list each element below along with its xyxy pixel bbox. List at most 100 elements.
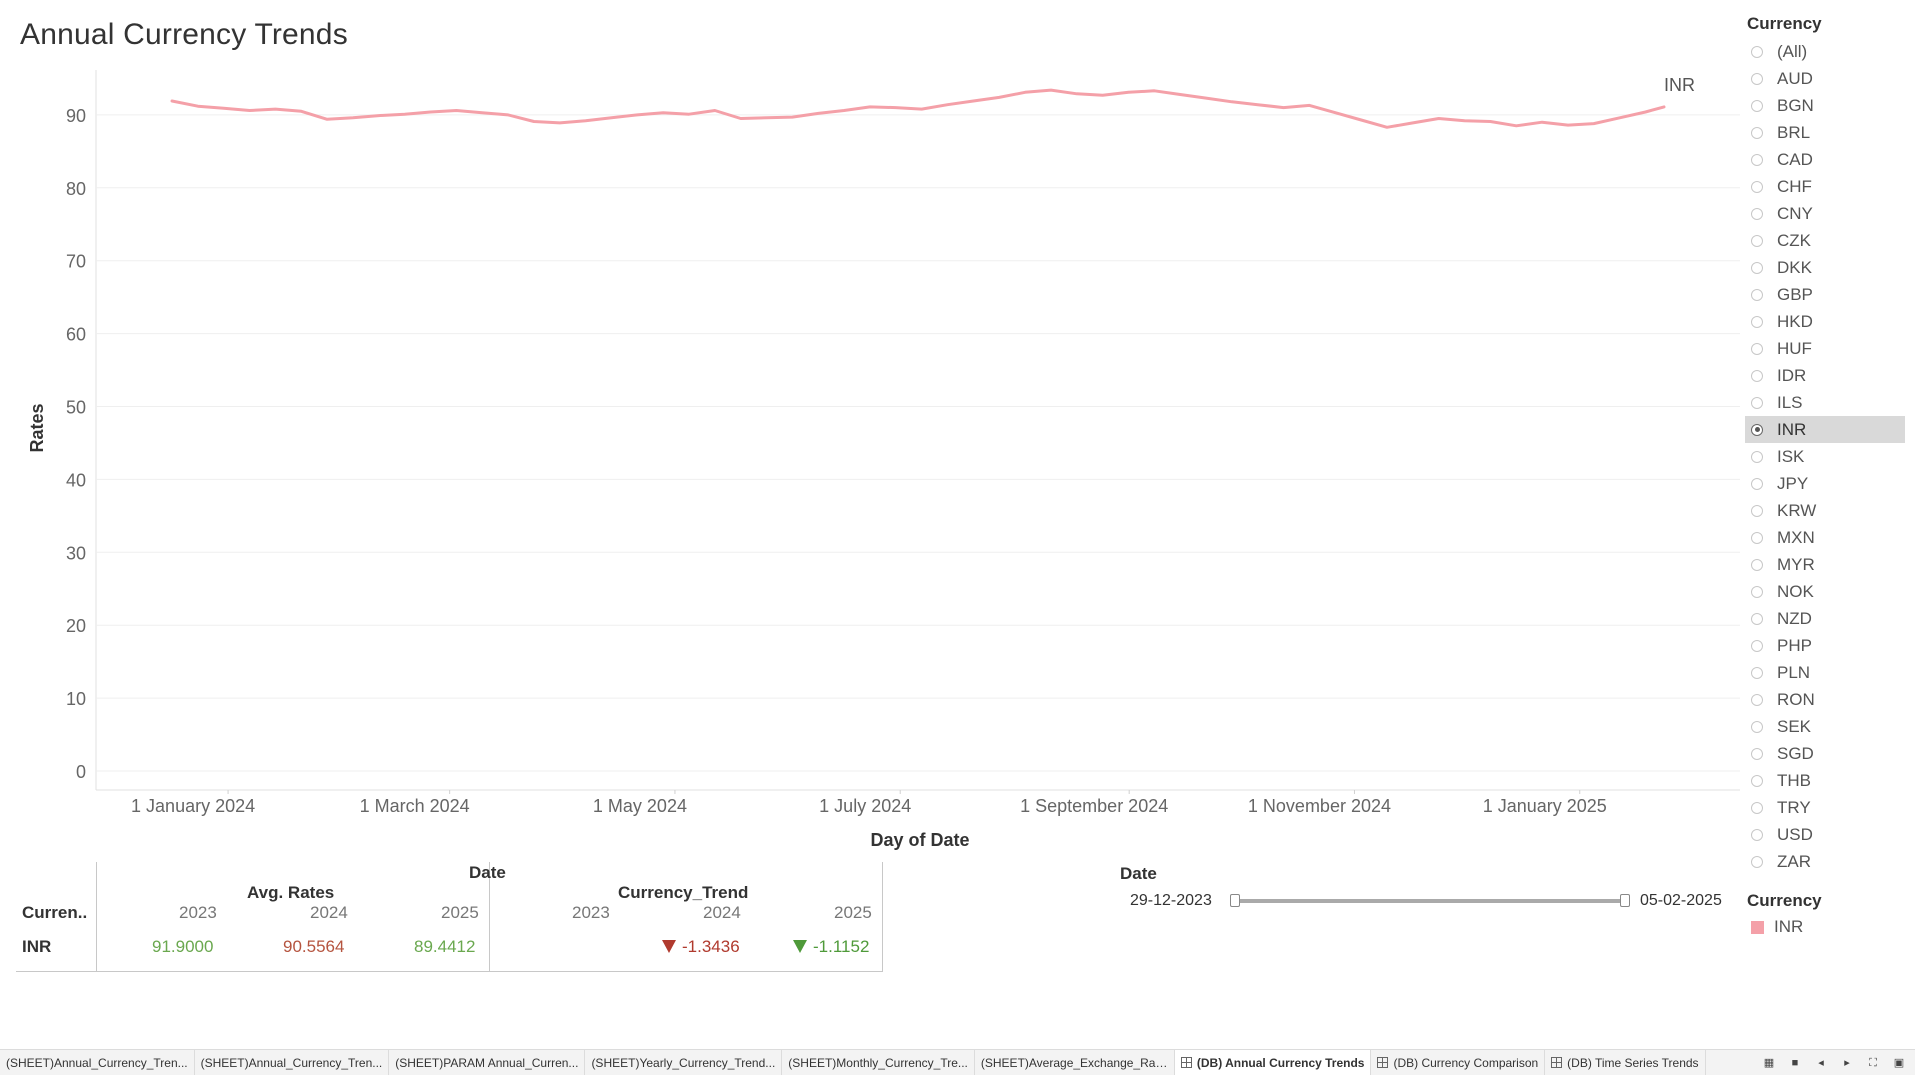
radio-button-icon[interactable] (1751, 369, 1763, 382)
data-point[interactable] (480, 111, 484, 115)
data-point[interactable] (1127, 90, 1131, 94)
data-point[interactable] (1256, 103, 1260, 107)
radio-button-icon[interactable] (1751, 720, 1763, 733)
data-point[interactable] (1359, 118, 1363, 122)
data-point[interactable] (299, 109, 303, 113)
data-point[interactable] (222, 106, 226, 110)
currency-option-bgn[interactable]: BGN (1745, 92, 1905, 119)
sheet-tab[interactable]: (SHEET)PARAM Annual_Curren... (389, 1049, 586, 1075)
next-tab-icon[interactable]: ▸ (1844, 1056, 1850, 1069)
previous-tab-icon[interactable]: ◂ (1818, 1056, 1824, 1069)
radio-button-icon[interactable] (1751, 180, 1763, 193)
avg-rate-cell[interactable]: 91.9000 (152, 937, 214, 956)
data-point[interactable] (1023, 90, 1027, 94)
radio-button-icon[interactable] (1751, 828, 1763, 841)
data-point[interactable] (429, 110, 433, 114)
currency-option-aud[interactable]: AUD (1745, 65, 1905, 92)
data-point[interactable] (868, 105, 872, 109)
radio-button-icon[interactable] (1751, 801, 1763, 814)
data-point[interactable] (765, 116, 769, 120)
currency-option-chf[interactable]: CHF (1745, 173, 1905, 200)
radio-button-icon[interactable] (1751, 423, 1763, 436)
date-slider-start-handle[interactable] (1230, 894, 1240, 907)
data-point[interactable] (1437, 117, 1441, 121)
date-start-value[interactable]: 29-12-2023 (1130, 892, 1212, 909)
radio-button-icon[interactable] (1751, 477, 1763, 490)
currency-option-ron[interactable]: RON (1745, 686, 1905, 713)
radio-button-icon[interactable] (1751, 855, 1763, 868)
data-point[interactable] (273, 107, 277, 111)
radio-button-icon[interactable] (1751, 207, 1763, 220)
data-point[interactable] (790, 115, 794, 119)
fullscreen-icon[interactable]: ⛶ (1869, 1056, 1877, 1069)
data-point[interactable] (1618, 116, 1622, 120)
line-chart[interactable]: 0 10 20 30 40 50 60 70 80 90 1 January 2024 1 March… (0, 60, 1740, 860)
show-sheet-sorter-icon[interactable]: ▦ (1763, 1056, 1775, 1069)
data-point[interactable] (920, 107, 924, 111)
radio-button-icon[interactable] (1751, 504, 1763, 517)
currency-option-pln[interactable]: PLN (1745, 659, 1905, 686)
data-point[interactable] (1049, 88, 1053, 92)
currency-option-krw[interactable]: KRW (1745, 497, 1905, 524)
data-point[interactable] (1644, 110, 1648, 114)
data-point[interactable] (377, 114, 381, 118)
radio-button-icon[interactable] (1751, 612, 1763, 625)
radio-button-icon[interactable] (1751, 45, 1763, 58)
data-point[interactable] (713, 109, 717, 113)
presentation-icon[interactable]: ▣ (1893, 1056, 1905, 1069)
currency-option-thb[interactable]: THB (1745, 767, 1905, 794)
sheet-tab[interactable]: (SHEET)Monthly_Currency_Tre... (782, 1049, 975, 1075)
data-point[interactable] (351, 116, 355, 120)
trend-cell[interactable]: -1.1152 (793, 937, 869, 957)
series-line-inr[interactable] (170, 88, 1666, 129)
currency-option-gbp[interactable]: GBP (1745, 281, 1905, 308)
currency-option-dkk[interactable]: DKK (1745, 254, 1905, 281)
avg-rate-cell[interactable]: 90.5564 (283, 937, 345, 956)
radio-button-icon[interactable] (1751, 450, 1763, 463)
data-point[interactable] (454, 109, 458, 113)
sheet-tab[interactable]: (DB) Annual Currency Trends (1174, 1049, 1372, 1075)
data-point[interactable] (971, 99, 975, 103)
data-point[interactable] (325, 117, 329, 121)
data-point[interactable] (1178, 93, 1182, 97)
radio-button-icon[interactable] (1751, 558, 1763, 571)
radio-button-icon[interactable] (1751, 342, 1763, 355)
radio-button-icon[interactable] (1751, 288, 1763, 301)
data-point[interactable] (1463, 119, 1467, 123)
sheet-tab[interactable]: (DB) Currency Comparison (1371, 1049, 1546, 1075)
currency-option-ils[interactable]: ILS (1745, 389, 1905, 416)
data-point[interactable] (1411, 121, 1415, 125)
currency-option-sgd[interactable]: SGD (1745, 740, 1905, 767)
sheet-tab[interactable]: (SHEET)Annual_Currency_Tren... (0, 1049, 195, 1075)
radio-button-icon[interactable] (1751, 315, 1763, 328)
radio-button-icon[interactable] (1751, 585, 1763, 598)
data-point[interactable] (894, 106, 898, 110)
legend-item-inr[interactable]: INR (1745, 917, 1822, 937)
currency-option-mxn[interactable]: MXN (1745, 524, 1905, 551)
data-point[interactable] (558, 121, 562, 125)
currency-option-cad[interactable]: CAD (1745, 146, 1905, 173)
currency-option-zar[interactable]: ZAR (1745, 848, 1905, 875)
data-point[interactable] (1230, 100, 1234, 104)
data-point[interactable] (1662, 105, 1666, 109)
data-point[interactable] (661, 111, 665, 115)
sheet-tab[interactable]: (SHEET)Average_Exchange_Rat... (975, 1049, 1175, 1075)
data-point[interactable] (1204, 96, 1208, 100)
radio-button-icon[interactable] (1751, 234, 1763, 247)
radio-button-icon[interactable] (1751, 99, 1763, 112)
sheet-tab[interactable]: (DB) Time Series Trends (1545, 1049, 1706, 1075)
data-point[interactable] (506, 113, 510, 117)
data-point[interactable] (1101, 93, 1105, 97)
data-point[interactable] (170, 99, 174, 103)
currency-option-sek[interactable]: SEK (1745, 713, 1905, 740)
currency-option-all[interactable]: (All) (1745, 38, 1905, 65)
data-point[interactable] (635, 113, 639, 117)
date-slider-end-handle[interactable] (1620, 894, 1630, 907)
trend-cell[interactable]: -1.3436 (662, 937, 740, 957)
data-point[interactable] (403, 112, 407, 116)
data-point[interactable] (1488, 120, 1492, 124)
data-point[interactable] (196, 104, 200, 108)
radio-button-icon[interactable] (1751, 531, 1763, 544)
radio-button-icon[interactable] (1751, 639, 1763, 652)
data-point[interactable] (248, 109, 252, 113)
